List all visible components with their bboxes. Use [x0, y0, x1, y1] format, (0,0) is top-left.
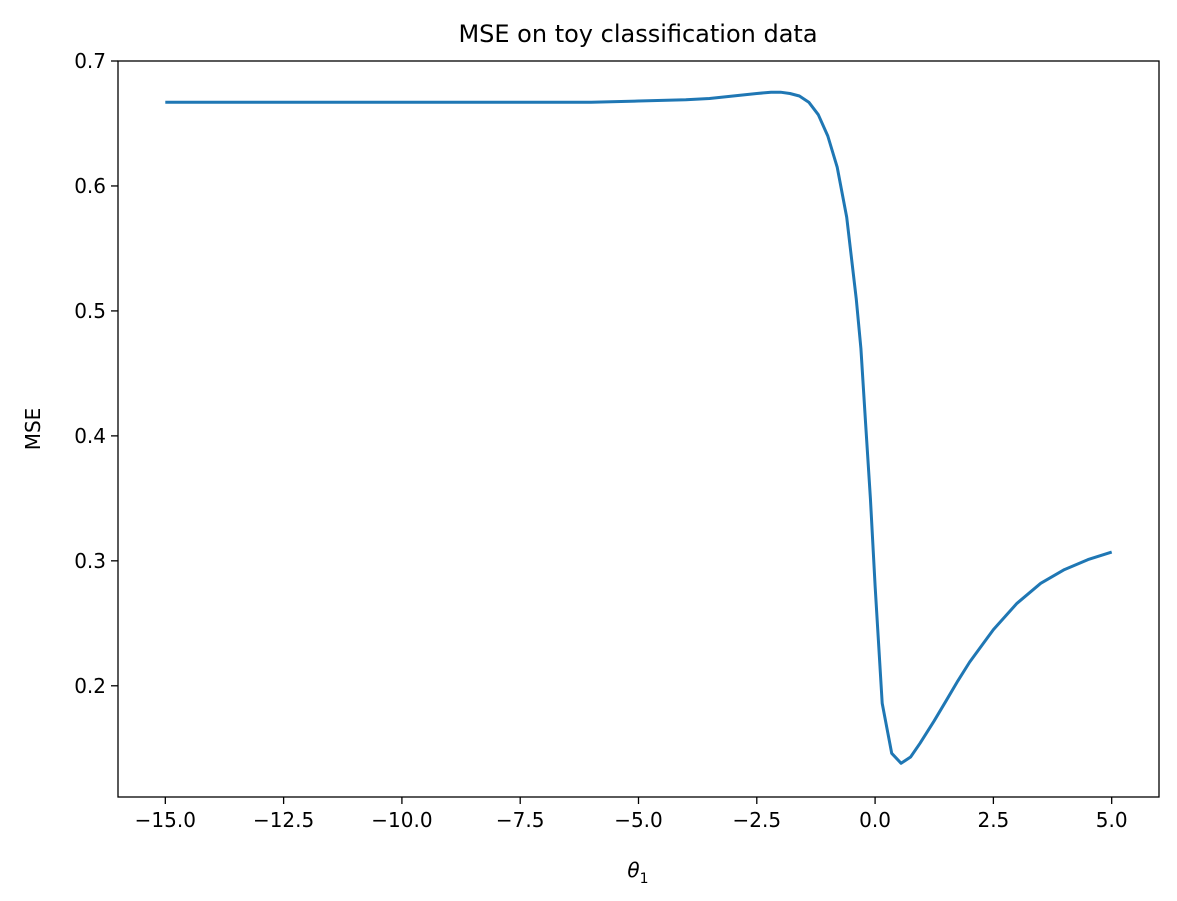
x-axis-label: θ1	[627, 858, 648, 887]
y-tick-label: 0.3	[74, 549, 106, 573]
y-tick-label: 0.5	[74, 299, 106, 323]
plot-series	[165, 90, 1113, 765]
y-axis-ticks: 0.2 0.3 0.4 0.5 0.6 0.7	[74, 49, 118, 698]
series-line-0	[165, 90, 1113, 765]
x-tick-label: −7.5	[496, 808, 545, 832]
x-axis-label-subscript: 1	[640, 871, 649, 887]
y-tick-label: 0.7	[74, 49, 106, 73]
y-tick-label: 0.4	[74, 424, 106, 448]
x-tick-label: −15.0	[135, 808, 196, 832]
x-tick-label: −10.0	[371, 808, 432, 832]
y-tick-label: 0.6	[74, 174, 106, 198]
x-tick-label: −5.0	[614, 808, 663, 832]
chart-title: MSE on toy classification data	[458, 20, 817, 48]
x-tick-label: 5.0	[1096, 808, 1128, 832]
y-axis-label: MSE	[21, 408, 45, 451]
y-tick-label: 0.2	[74, 674, 106, 698]
x-tick-label: −2.5	[733, 808, 782, 832]
x-axis-label-symbol: θ	[627, 858, 639, 882]
x-tick-label: −12.5	[253, 808, 314, 832]
x-tick-label: 0.0	[859, 808, 891, 832]
x-tick-label: 2.5	[977, 808, 1009, 832]
x-axis-ticks: −15.0 −12.5 −10.0 −7.5 −5.0 −2.5 0.0 2.5 5.0	[135, 797, 1128, 832]
